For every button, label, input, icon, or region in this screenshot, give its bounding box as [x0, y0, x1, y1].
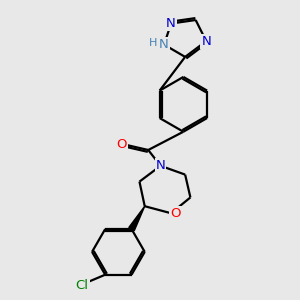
Text: N: N	[201, 34, 211, 48]
Text: O: O	[170, 207, 181, 220]
Text: H: H	[148, 38, 157, 47]
Text: O: O	[117, 138, 127, 151]
Polygon shape	[129, 206, 145, 231]
Text: N: N	[166, 17, 176, 30]
Text: N: N	[159, 38, 169, 51]
Text: N: N	[156, 159, 165, 172]
Text: Cl: Cl	[76, 279, 89, 292]
